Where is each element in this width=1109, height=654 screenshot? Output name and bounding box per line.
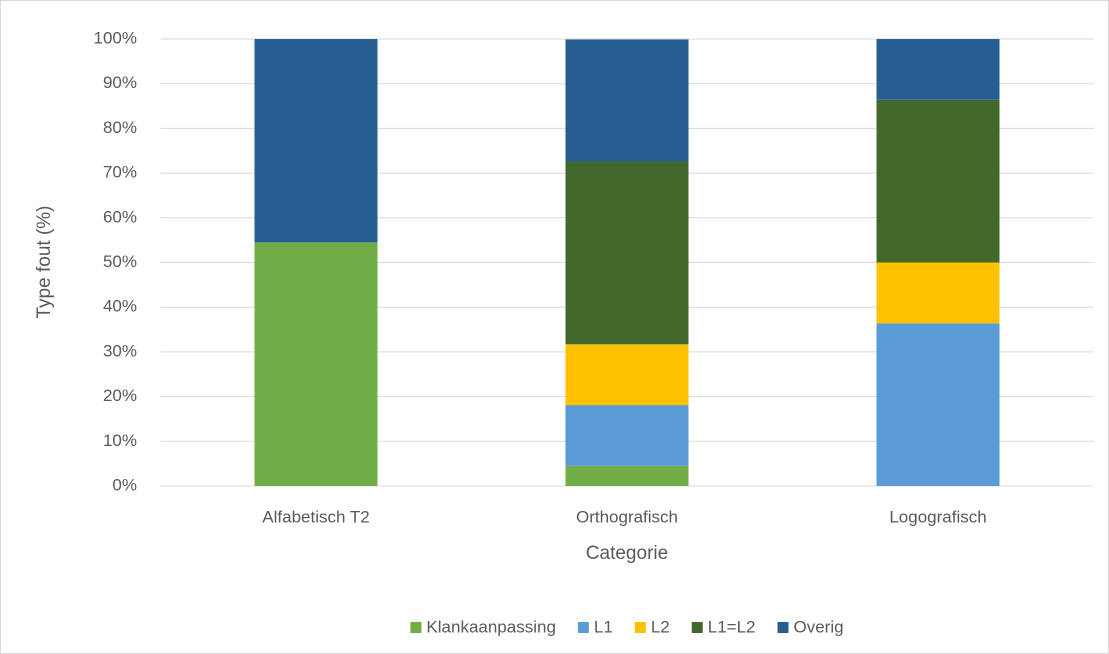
bar-segment xyxy=(565,465,689,486)
y-tick-label: 100% xyxy=(94,28,137,47)
legend-label: Klankaanpassing xyxy=(426,617,555,636)
x-tick-label: Logografisch xyxy=(889,507,986,526)
bar-segment xyxy=(876,262,1000,324)
legend-label: Overig xyxy=(794,617,844,636)
x-axis-label: Categorie xyxy=(586,543,668,564)
bar-segment xyxy=(254,39,378,243)
bar-segment xyxy=(565,405,689,466)
bar-segment xyxy=(254,242,378,486)
y-tick-label: 50% xyxy=(103,252,137,271)
y-tick-label: 90% xyxy=(103,73,137,92)
y-tick-label: 40% xyxy=(103,297,137,316)
y-tick-label: 30% xyxy=(103,341,137,360)
legend-swatch xyxy=(777,622,789,633)
legend-swatch xyxy=(577,622,589,633)
bar-segment xyxy=(876,39,1000,100)
legend-swatch xyxy=(691,622,703,633)
legend-swatch xyxy=(634,622,646,633)
y-tick-label: 10% xyxy=(103,431,137,450)
bar-segment xyxy=(565,344,689,406)
y-tick-label: 0% xyxy=(112,475,137,494)
bar-segment xyxy=(876,323,1000,486)
y-tick-label: 20% xyxy=(103,386,137,405)
bar-segment xyxy=(565,39,689,162)
bar-segment xyxy=(876,99,1000,263)
legend-label: L1 xyxy=(594,617,613,636)
x-tick-label: Orthografisch xyxy=(576,507,678,526)
y-axis-label: Type fout (%) xyxy=(34,206,55,319)
x-tick-label: Alfabetisch T2 xyxy=(262,507,369,526)
legend-swatch xyxy=(410,622,422,633)
legend-label: L2 xyxy=(651,617,670,636)
y-tick-label: 60% xyxy=(103,207,137,226)
bar-segment xyxy=(565,161,689,345)
y-tick-label: 70% xyxy=(103,163,137,182)
y-tick-label: 80% xyxy=(103,118,137,137)
legend-label: L1=L2 xyxy=(708,617,756,636)
